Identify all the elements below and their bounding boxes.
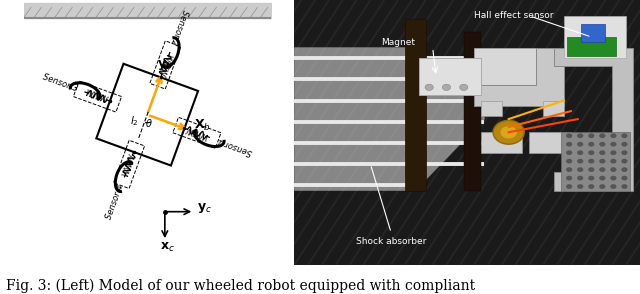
Circle shape <box>577 167 583 172</box>
Circle shape <box>566 133 572 138</box>
Circle shape <box>588 184 595 189</box>
Circle shape <box>599 133 605 138</box>
Circle shape <box>599 142 605 147</box>
Circle shape <box>460 84 468 91</box>
Bar <box>481 132 522 153</box>
Bar <box>568 37 616 56</box>
Text: $\mathbf{y}_b$: $\mathbf{y}_b$ <box>157 58 173 71</box>
Circle shape <box>611 142 616 147</box>
Circle shape <box>566 159 572 163</box>
Text: Fig. 3: (Left) Model of our wheeled robot equipped with compliant: Fig. 3: (Left) Model of our wheeled robo… <box>6 278 476 293</box>
Circle shape <box>621 133 628 138</box>
Circle shape <box>577 159 583 163</box>
Circle shape <box>500 126 517 139</box>
Circle shape <box>577 133 583 138</box>
Circle shape <box>577 150 583 155</box>
Bar <box>529 132 571 153</box>
Text: Magnet: Magnet <box>381 38 415 47</box>
Circle shape <box>588 150 595 155</box>
Circle shape <box>566 150 572 155</box>
Text: Sensor 3: Sensor 3 <box>41 72 79 93</box>
Bar <box>564 16 626 58</box>
Bar <box>581 24 605 42</box>
Bar <box>481 101 502 116</box>
Circle shape <box>621 142 628 147</box>
Circle shape <box>599 167 605 172</box>
Text: $\mathit{WWW}$: $\mathit{WWW}$ <box>184 123 211 142</box>
Text: Sensor 4: Sensor 4 <box>105 183 126 221</box>
Bar <box>405 19 426 191</box>
Text: Sensor 2: Sensor 2 <box>168 9 189 46</box>
Text: $\mathbf{y}_c$: $\mathbf{y}_c$ <box>197 201 212 215</box>
Bar <box>543 101 564 116</box>
Circle shape <box>577 142 583 147</box>
Circle shape <box>425 84 433 91</box>
Circle shape <box>611 133 616 138</box>
Circle shape <box>493 121 524 144</box>
Circle shape <box>588 142 595 147</box>
Circle shape <box>611 167 616 172</box>
Circle shape <box>599 150 605 155</box>
Circle shape <box>611 159 616 163</box>
Circle shape <box>621 176 628 181</box>
Circle shape <box>621 167 628 172</box>
Circle shape <box>621 159 628 163</box>
Circle shape <box>621 150 628 155</box>
Text: $\mathit{WWW}$: $\mathit{WWW}$ <box>83 87 111 106</box>
Circle shape <box>566 142 572 147</box>
Bar <box>419 58 481 95</box>
Circle shape <box>588 159 595 163</box>
Text: $\mathit{WWW}$: $\mathit{WWW}$ <box>120 151 138 178</box>
Circle shape <box>566 184 572 189</box>
Circle shape <box>577 176 583 181</box>
Bar <box>561 132 630 191</box>
Polygon shape <box>294 48 484 191</box>
Circle shape <box>611 184 616 189</box>
Text: Shock absorber: Shock absorber <box>356 237 426 246</box>
Circle shape <box>599 176 605 181</box>
Circle shape <box>621 184 628 189</box>
Bar <box>474 48 564 106</box>
Circle shape <box>442 84 451 91</box>
Text: Hall effect sensor: Hall effect sensor <box>474 11 554 20</box>
Circle shape <box>599 159 605 163</box>
Circle shape <box>611 150 616 155</box>
Circle shape <box>566 167 572 172</box>
Circle shape <box>566 176 572 181</box>
Circle shape <box>588 133 595 138</box>
Polygon shape <box>554 48 633 191</box>
Circle shape <box>577 184 583 189</box>
Text: $\mathbf{X}_b$: $\mathbf{X}_b$ <box>193 118 211 133</box>
Bar <box>464 32 481 191</box>
Circle shape <box>611 176 616 181</box>
Text: $\mathbf{x}_c$: $\mathbf{x}_c$ <box>161 241 175 254</box>
Text: Sensor 1: Sensor 1 <box>216 136 253 157</box>
Text: $\theta$: $\theta$ <box>145 117 152 129</box>
Circle shape <box>599 184 605 189</box>
Polygon shape <box>474 48 564 106</box>
Circle shape <box>588 167 595 172</box>
Text: $\mathit{WWW}$: $\mathit{WWW}$ <box>156 51 175 78</box>
Circle shape <box>588 176 595 181</box>
Text: $l_2$: $l_2$ <box>130 114 139 128</box>
